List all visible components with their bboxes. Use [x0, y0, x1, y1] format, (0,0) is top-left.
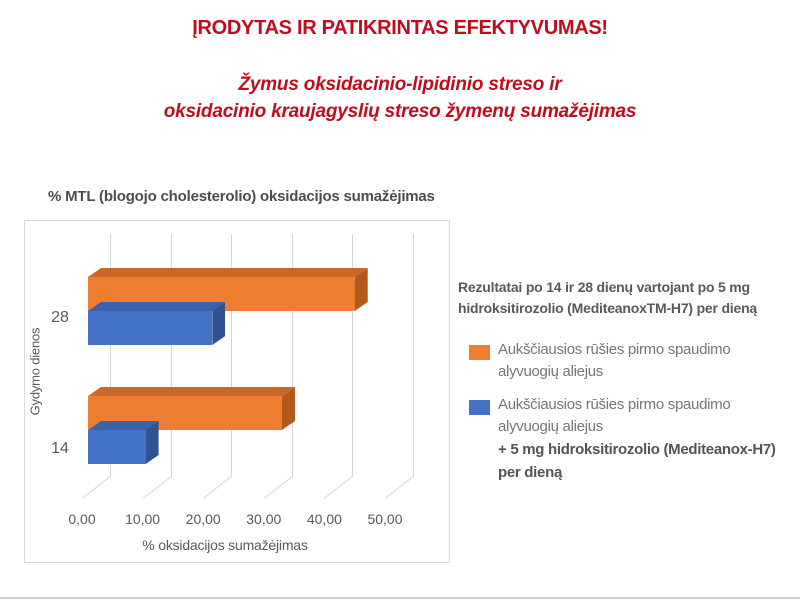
x-tick-label: 0,00: [68, 511, 96, 527]
gridline-floor-segment: [142, 475, 172, 499]
x-tick-label: 30,00: [246, 511, 282, 527]
bar-side-face: [354, 268, 368, 311]
y-axis-title: Gydymo dienos: [27, 327, 43, 416]
bar-top-face: [88, 387, 295, 396]
bar-top-face: [88, 302, 225, 311]
legend-swatch-olive-oil-plus-h7: [469, 400, 490, 415]
vertical-gridline: [170, 234, 172, 477]
legend-label-line-1: Aukščiausios rūšies pirmo spaudimo: [498, 396, 731, 413]
x-axis-title: % oksidacijos sumažėjimas: [142, 537, 308, 553]
legend-item-olive-oil: Aukščiausios rūšies pirmo spaudimo alyvu…: [469, 339, 760, 383]
bar-olive-oil-14-days: [88, 387, 295, 430]
x-tick-label: 40,00: [306, 511, 342, 527]
bar-olive-oil-plus-h7-14-days: [88, 421, 159, 464]
legend-bold-line-2: per dieną: [498, 464, 562, 481]
x-tick-label: 20,00: [185, 511, 221, 527]
results-heading-line-1: Rezultatai po 14 ir 28 dienų vartojant p…: [458, 279, 750, 295]
x-tick-label: 10,00: [125, 511, 161, 527]
category-label-14: 14: [51, 440, 69, 457]
gridline-floor-segment: [81, 475, 111, 499]
bar-top-face: [88, 421, 159, 430]
vertical-gridline: [413, 234, 414, 477]
legend-label-olive-oil: Aukščiausios rūšies pirmo spaudimo alyvu…: [498, 339, 760, 383]
x-tick-label: 50,00: [367, 511, 403, 527]
legend-label-line-1: Aukščiausios rūšies pirmo spaudimo: [498, 341, 731, 358]
bottom-divider: [0, 597, 800, 599]
subtitle-line-2: oksidacinio kraujagyslių streso žymenų s…: [163, 101, 637, 122]
bar-front-face: [88, 430, 146, 464]
legend-label-line-2: alyvuogių aliejus: [498, 418, 603, 435]
legend-swatch-olive-oil: [469, 345, 490, 360]
bar-side-face: [145, 421, 159, 464]
bar-top-face: [88, 268, 368, 277]
bar-side-face: [282, 387, 295, 430]
gridline-floor-segment: [324, 475, 354, 499]
bar-side-face: [212, 302, 226, 345]
vertical-gridline: [110, 234, 111, 477]
page-subtitle: Žymus oksidacinio-lipidinio streso ir ok…: [0, 71, 800, 125]
bar-front-face: [88, 311, 213, 345]
gridline-floor-segment: [263, 475, 293, 499]
plot-area: Gydymo dienos 28 14 % oksidacijos sumažė…: [24, 220, 450, 563]
gridline-floor-segment: [384, 475, 414, 499]
legend-item-olive-oil-plus-h7: Aukščiausios rūšies pirmo spaudimo alyvu…: [469, 394, 798, 484]
gridline-floor-segment: [202, 475, 232, 499]
legend-label-olive-oil-plus-h7: Aukščiausios rūšies pirmo spaudimo alyvu…: [498, 394, 760, 438]
legend-label-h7-dose: + 5 mg hidroksitirozolio (Mediteanox-H7)…: [498, 438, 798, 484]
bar-olive-oil-plus-h7-28-days: [88, 302, 226, 345]
subtitle-line-1: Žymus oksidacinio-lipidinio streso ir: [238, 74, 562, 95]
page-title: ĮRODYTAS IR PATIKRINTAS EFEKTYVUMAS!: [192, 17, 608, 39]
category-label-28: 28: [51, 309, 69, 326]
results-heading-line-2: hidroksitirozolio (MediteanoxTM-H7) per …: [458, 300, 758, 316]
legend-bold-line-1: + 5 mg hidroksitirozolio (Mediteanox-H7): [498, 441, 776, 458]
vertical-gridline: [231, 234, 233, 477]
vertical-gridline: [291, 234, 293, 477]
vertical-gridline: [352, 234, 354, 477]
legend-label-line-2: alyvuogių aliejus: [498, 363, 603, 380]
chart-title: % MTL (blogojo cholesterolio) oksidacijo…: [48, 188, 435, 205]
results-heading: Rezultatai po 14 ir 28 dienų vartojant p…: [458, 277, 788, 319]
